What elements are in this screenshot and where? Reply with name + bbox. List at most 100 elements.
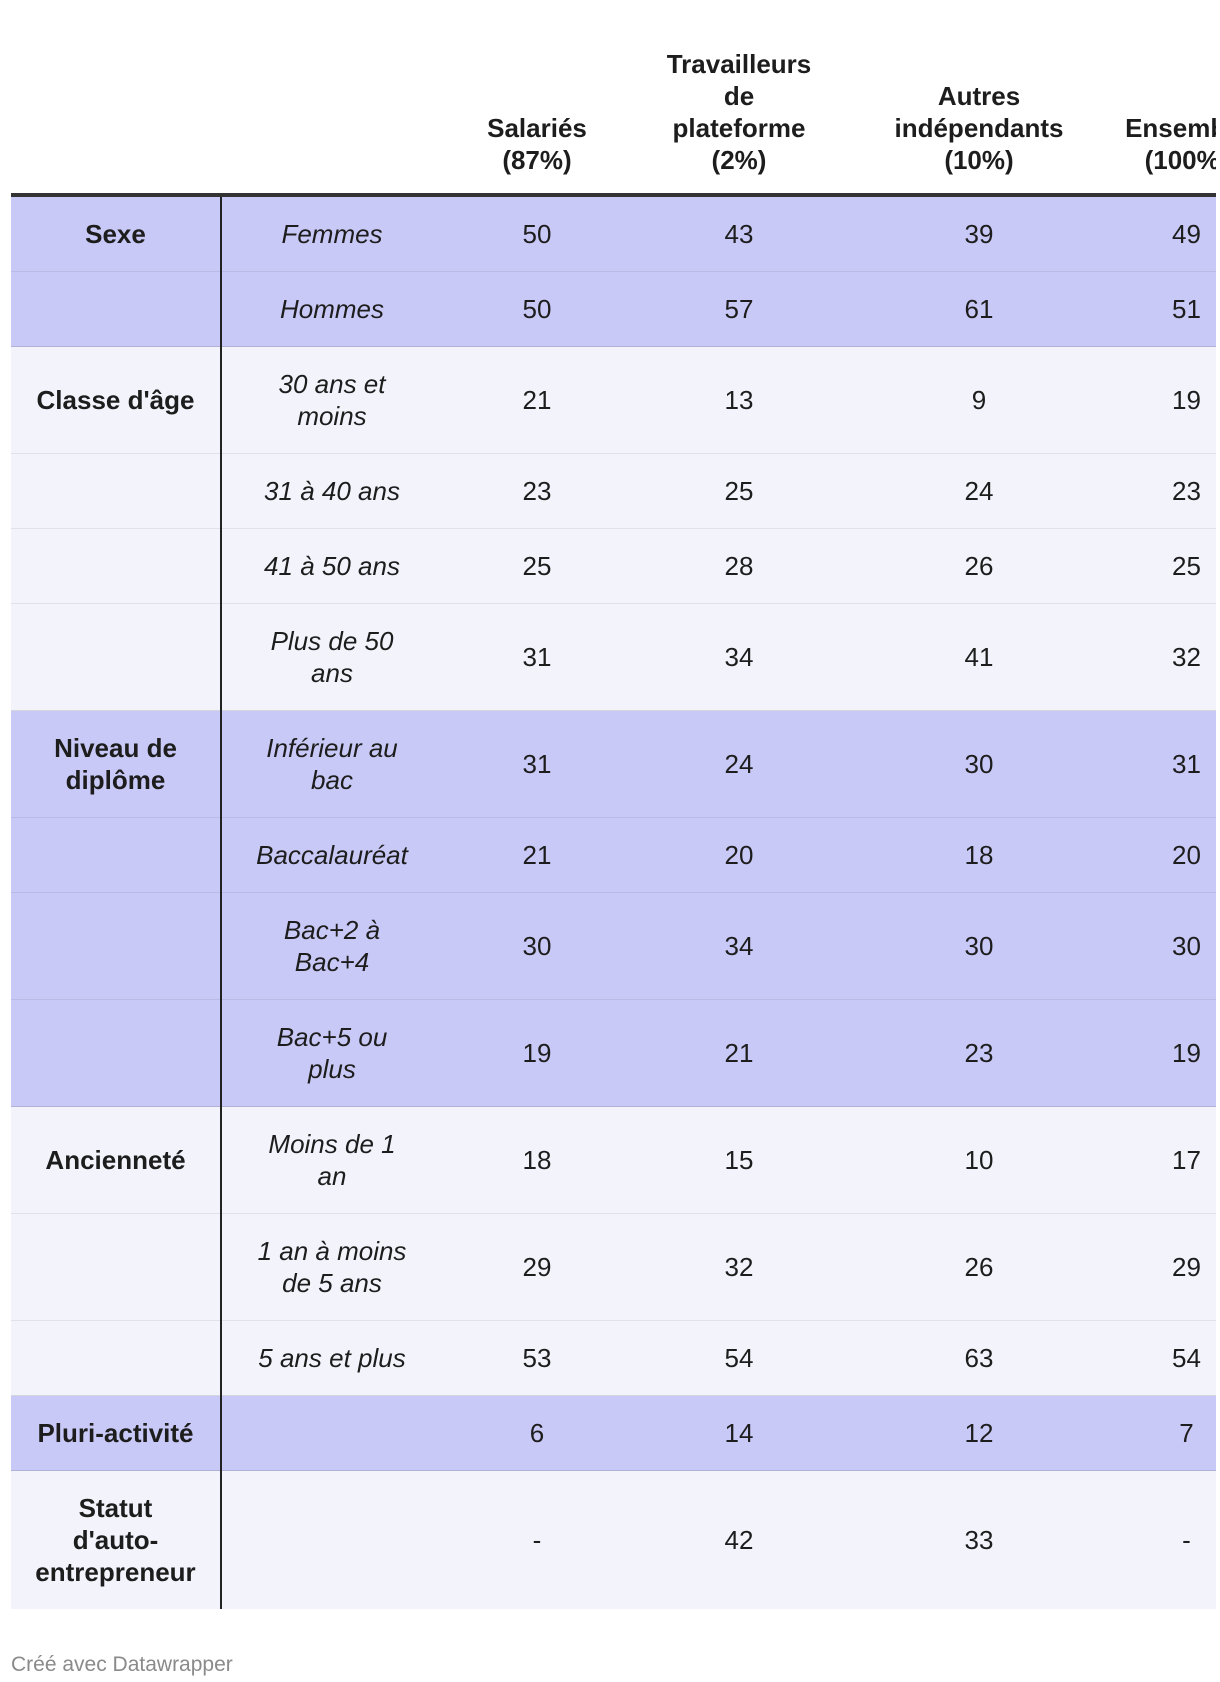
group-cell xyxy=(11,271,222,347)
column-header: Autres indépendants (10%) xyxy=(846,40,1112,197)
group-cell xyxy=(11,999,222,1107)
value-cell: 25 xyxy=(1112,528,1216,604)
group-cell xyxy=(11,528,222,604)
table-row: Niveau de diplôme Inférieur au bac 31 24 30 3… xyxy=(11,710,1216,818)
value-cell: 20 xyxy=(632,817,846,893)
value-cell: 19 xyxy=(442,999,632,1107)
table-row: Pluri-activité 6 14 12 7 xyxy=(11,1395,1216,1471)
value-cell: 30 xyxy=(846,710,1112,818)
label-cell: Femmes xyxy=(221,194,442,272)
label-cell: 41 à 50 ans xyxy=(221,528,442,604)
group-cell xyxy=(11,453,222,529)
column-header: Ensemble (100%) xyxy=(1112,40,1216,197)
value-cell: 24 xyxy=(632,710,846,818)
label-cell: 1 an à moins de 5 ans xyxy=(221,1213,442,1321)
label-cell: 31 à 40 ans xyxy=(221,453,442,529)
group-cell: Pluri-activité xyxy=(11,1395,222,1471)
value-cell: 15 xyxy=(632,1106,846,1214)
group-cell xyxy=(11,603,222,711)
value-cell: - xyxy=(1112,1470,1216,1609)
value-cell: 23 xyxy=(846,999,1112,1107)
value-cell: 43 xyxy=(632,194,846,272)
value-cell: 31 xyxy=(442,710,632,818)
group-cell xyxy=(11,1320,222,1396)
value-cell: 42 xyxy=(632,1470,846,1609)
value-cell: 32 xyxy=(1112,603,1216,711)
value-cell: 61 xyxy=(846,271,1112,347)
label-cell: 30 ans et moins xyxy=(221,346,442,454)
table: Salariés (87%) Travailleurs de plateforme… xyxy=(11,40,1216,1609)
value-cell: 13 xyxy=(632,346,846,454)
label-cell: Hommes xyxy=(221,271,442,347)
group-cell: Statut d'auto- entrepreneur xyxy=(11,1470,222,1609)
table-row: Baccalauréat 21 20 18 20 xyxy=(11,817,1216,893)
value-cell: 29 xyxy=(442,1213,632,1321)
value-cell: - xyxy=(442,1470,632,1609)
value-cell: 28 xyxy=(632,528,846,604)
value-cell: 25 xyxy=(442,528,632,604)
footer: Créé avec Datawrapper xyxy=(11,1653,233,1676)
label-cell: Plus de 50 ans xyxy=(221,603,442,711)
table-row: Classe d'âge 30 ans et moins 21 13 9 19 xyxy=(11,346,1216,454)
value-cell: 33 xyxy=(846,1470,1112,1609)
label-cell xyxy=(221,1395,442,1471)
value-cell: 41 xyxy=(846,603,1112,711)
value-cell: 20 xyxy=(1112,817,1216,893)
value-cell: 23 xyxy=(442,453,632,529)
table-body: Sexe Femmes 50 43 39 49 Hommes 50 57 61 51 Classe d… xyxy=(11,194,1216,1609)
table-row: Statut d'auto- entrepreneur -42 33- xyxy=(11,1470,1216,1609)
value-cell: 19 xyxy=(1112,999,1216,1107)
header-row: Salariés (87%) Travailleurs de plateforme… xyxy=(11,40,1216,197)
label-cell: Bac+2 à Bac+4 xyxy=(221,892,442,1000)
group-cell xyxy=(11,892,222,1000)
value-cell: 9 xyxy=(846,346,1112,454)
label-cell: Baccalauréat xyxy=(221,817,442,893)
value-cell: 51 xyxy=(1112,271,1216,347)
value-cell: 34 xyxy=(632,603,846,711)
value-cell: 29 xyxy=(1112,1213,1216,1321)
value-cell: 30 xyxy=(442,892,632,1000)
value-cell: 24 xyxy=(846,453,1112,529)
table-row: Ancienneté Moins de 1 an 18 15 10 17 xyxy=(11,1106,1216,1214)
value-cell: 30 xyxy=(1112,892,1216,1000)
value-cell: 31 xyxy=(1112,710,1216,818)
label-cell: Bac+5 ou plus xyxy=(221,999,442,1107)
value-cell: 32 xyxy=(632,1213,846,1321)
value-cell: 17 xyxy=(1112,1106,1216,1214)
value-cell: 21 xyxy=(442,817,632,893)
column-header: Travailleurs de plateforme (2%) xyxy=(632,40,846,197)
table-row: Sexe Femmes 50 43 39 49 xyxy=(11,194,1216,272)
value-cell: 57 xyxy=(632,271,846,347)
value-cell: 23 xyxy=(1112,453,1216,529)
table-row: Bac+2 à Bac+4 30 34 30 30 xyxy=(11,892,1216,1000)
column-header: Salariés (87%) xyxy=(442,40,632,197)
value-cell: 39 xyxy=(846,194,1112,272)
table-row: 31 à 40 ans 23 25 24 23 xyxy=(11,453,1216,529)
table-row: 5 ans et plus 53 54 63 54 xyxy=(11,1320,1216,1396)
value-cell: 34 xyxy=(632,892,846,1000)
table-container: Salariés (87%) Travailleurs de plateforme… xyxy=(11,40,1216,1609)
value-cell: 18 xyxy=(846,817,1112,893)
value-cell: 63 xyxy=(846,1320,1112,1396)
value-cell: 19 xyxy=(1112,346,1216,454)
value-cell: 26 xyxy=(846,1213,1112,1321)
value-cell: 49 xyxy=(1112,194,1216,272)
group-cell xyxy=(11,1213,222,1321)
table-row: Bac+5 ou plus 19 21 23 19 xyxy=(11,999,1216,1107)
value-cell: 10 xyxy=(846,1106,1112,1214)
table-row: 41 à 50 ans 25 28 26 25 xyxy=(11,528,1216,604)
group-cell: Sexe xyxy=(11,194,222,272)
value-cell: 18 xyxy=(442,1106,632,1214)
header-cell xyxy=(221,40,442,197)
value-cell: 25 xyxy=(632,453,846,529)
group-cell: Classe d'âge xyxy=(11,346,222,454)
value-cell: 12 xyxy=(846,1395,1112,1471)
label-cell: Inférieur au bac xyxy=(221,710,442,818)
label-cell: 5 ans et plus xyxy=(221,1320,442,1396)
group-cell xyxy=(11,817,222,893)
value-cell: 30 xyxy=(846,892,1112,1000)
value-cell: 21 xyxy=(632,999,846,1107)
value-cell: 53 xyxy=(442,1320,632,1396)
value-cell: 50 xyxy=(442,194,632,272)
group-cell: Niveau de diplôme xyxy=(11,710,222,818)
